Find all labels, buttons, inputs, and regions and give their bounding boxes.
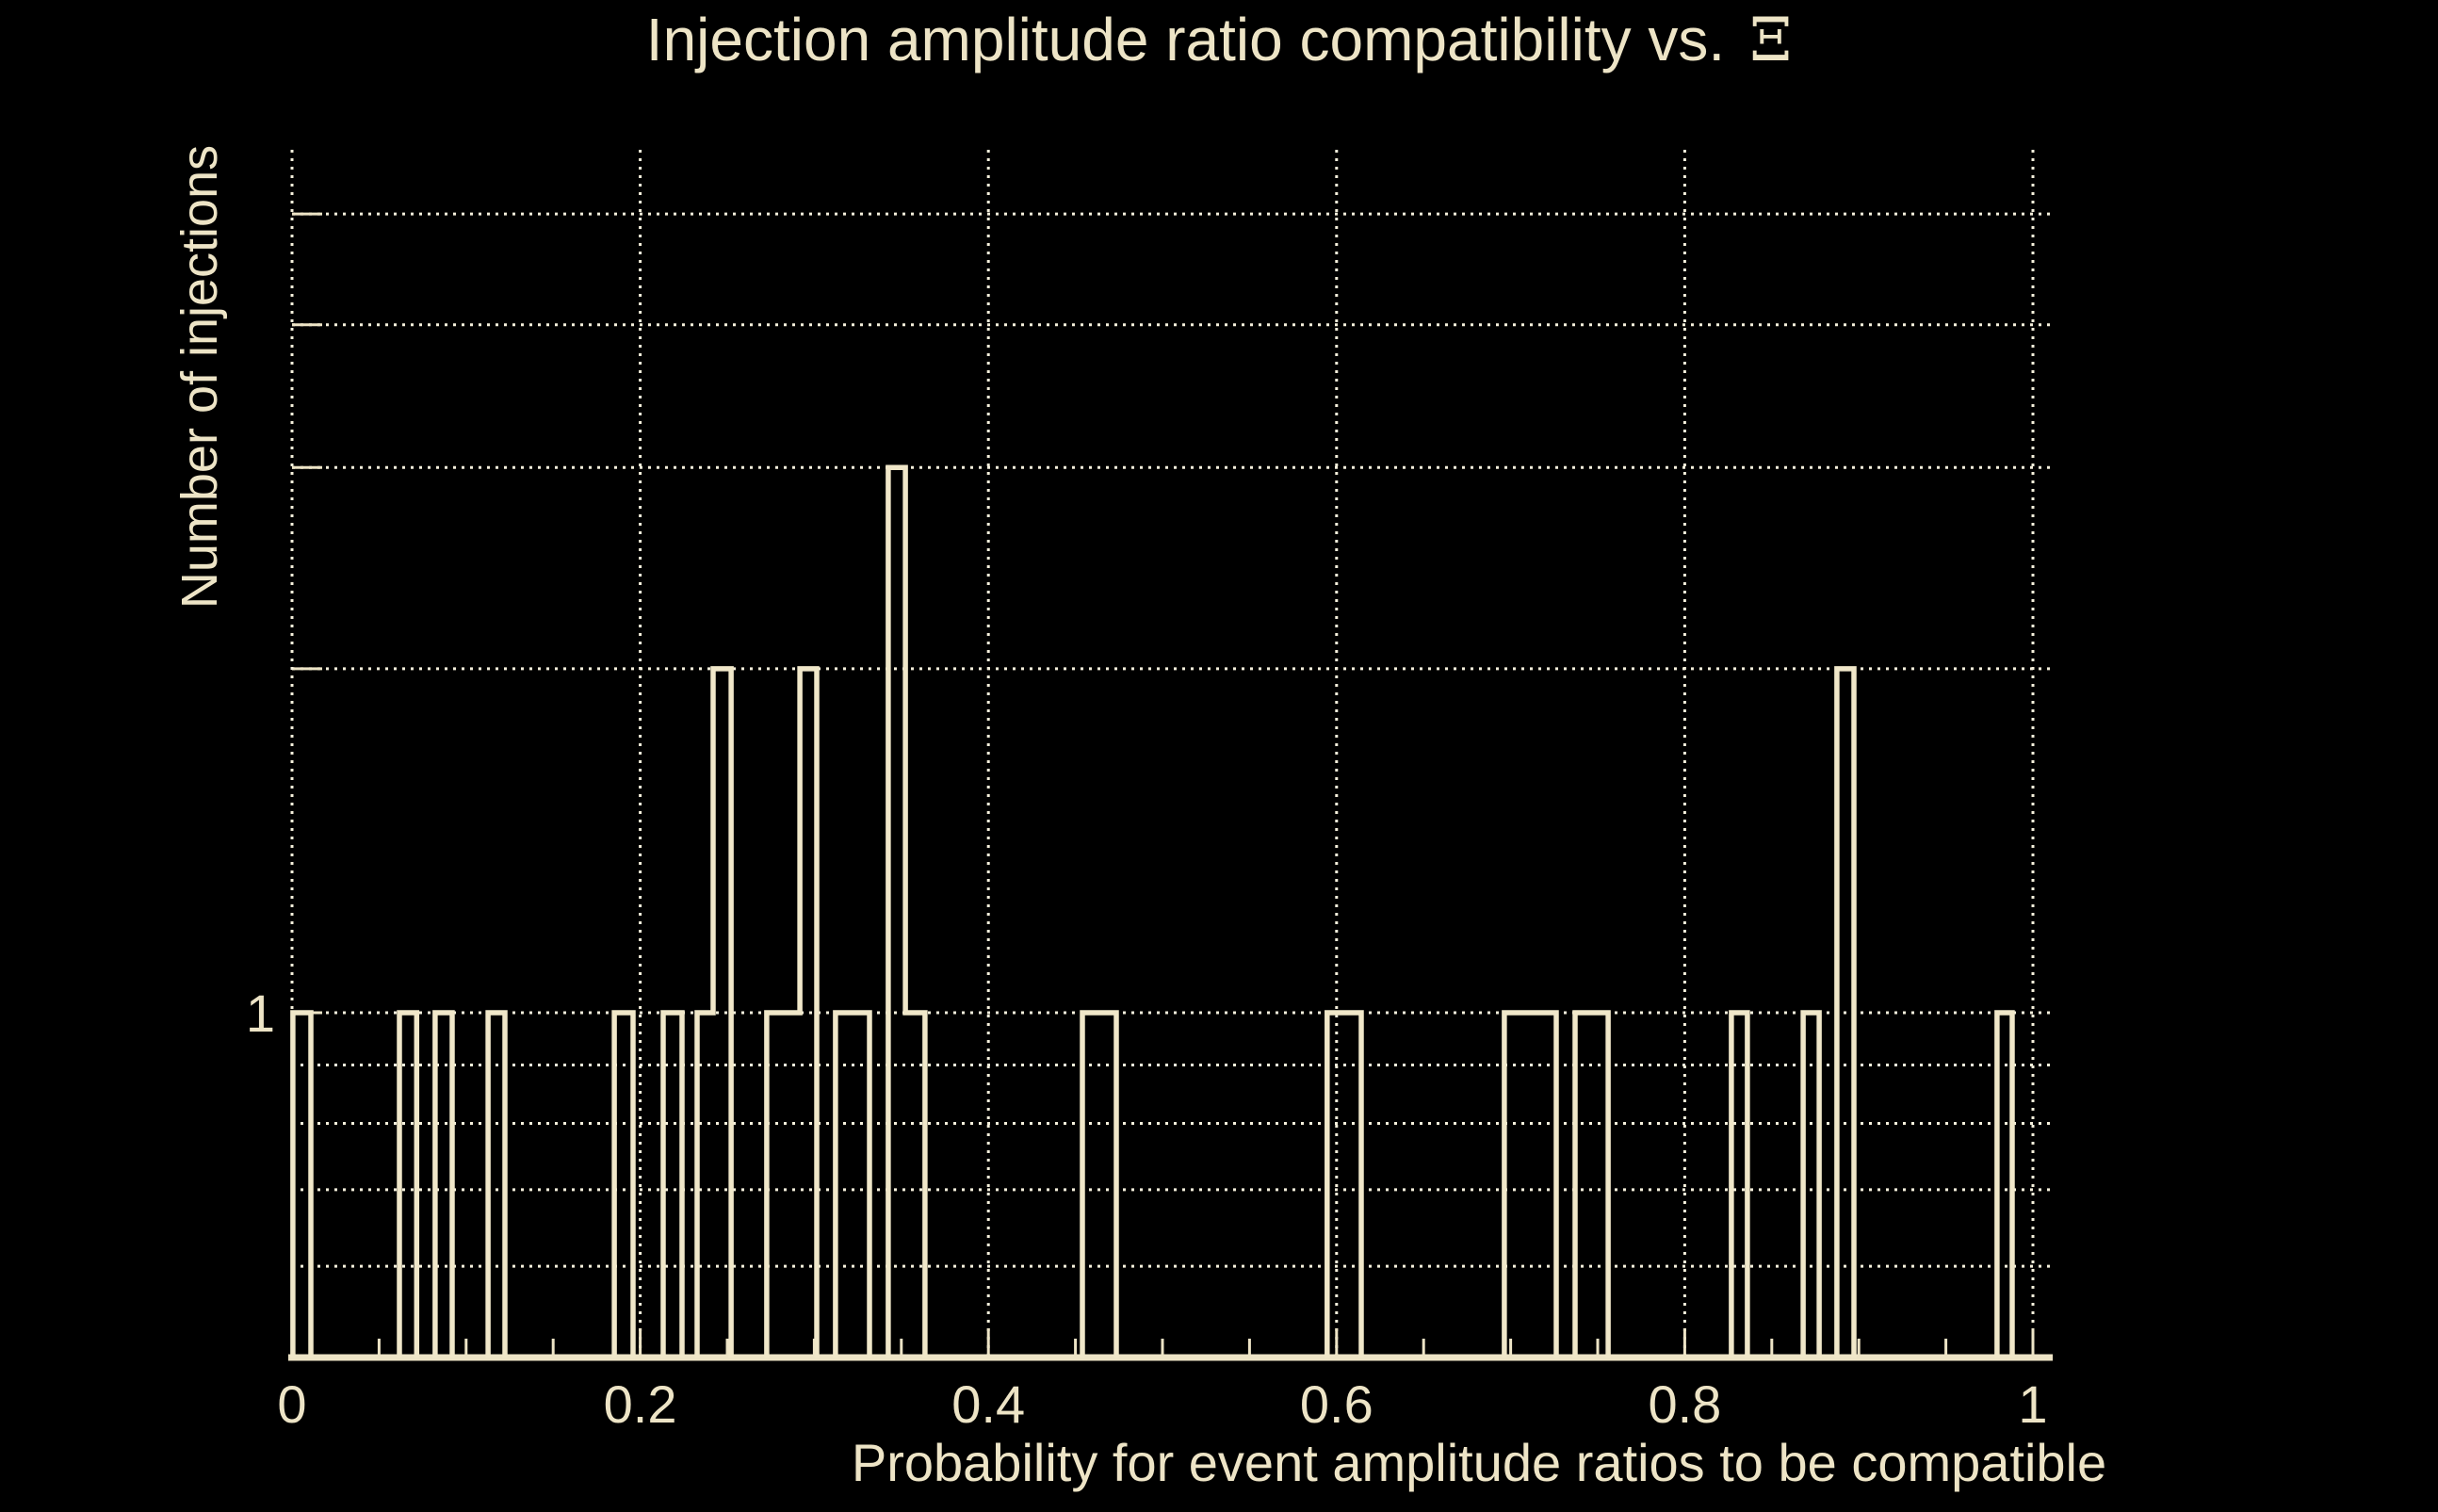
x-tick-label: 0.2 — [604, 1374, 677, 1434]
chart-title: Injection amplitude ratio compatibility … — [0, 6, 2438, 76]
chart-title-text: Injection amplitude ratio compatibility … — [645, 6, 1726, 73]
histogram-outline — [290, 464, 2015, 1358]
x-tick-label: 0.8 — [1648, 1374, 1721, 1434]
x-tick-label: 0.6 — [1300, 1374, 1373, 1434]
x-axis-label: Probability for event amplitude ratios t… — [851, 1433, 2107, 1492]
y-axis-label: Number of injections — [171, 144, 228, 610]
x-tick-label: 0 — [277, 1374, 306, 1434]
xi-symbol: Ξ — [1749, 6, 1793, 75]
x-tick-label: 0.4 — [951, 1374, 1025, 1434]
x-tick-label: 1 — [2018, 1374, 2047, 1434]
y-tick-label: 1 — [246, 984, 275, 1043]
